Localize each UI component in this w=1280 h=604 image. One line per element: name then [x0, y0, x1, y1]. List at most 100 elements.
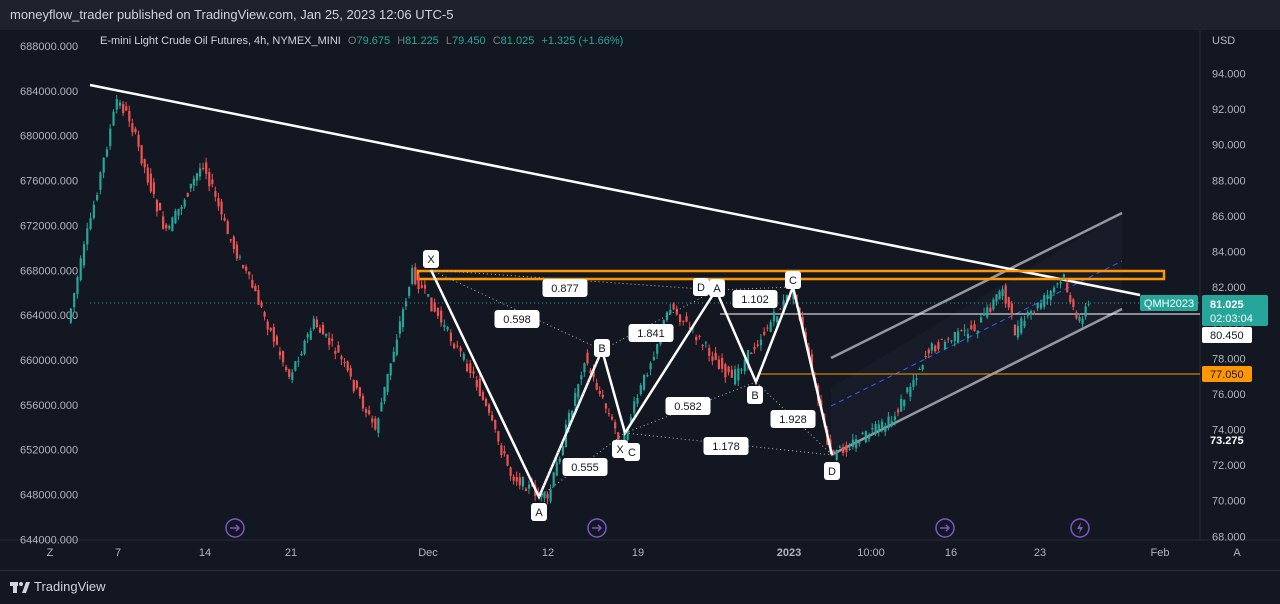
y-tick-label: 72.000 [1212, 460, 1246, 472]
candle-body [245, 266, 248, 271]
candle-body [921, 365, 924, 370]
candle-body [374, 418, 377, 430]
arrow-glyph [592, 524, 603, 532]
ratio-label-bg [494, 310, 540, 328]
candle-body [430, 297, 433, 312]
candle-body [880, 421, 884, 428]
candle-body [389, 363, 392, 376]
point-label-text: B [598, 343, 605, 355]
candle-body [401, 309, 405, 328]
x-tick-label: 19 [632, 547, 644, 559]
candle-body [685, 316, 688, 322]
candle-body [152, 182, 156, 194]
y-tick-label: 90.000 [1212, 140, 1246, 152]
candle-body [567, 413, 571, 429]
candle-body [877, 424, 880, 431]
candle-body [404, 301, 408, 307]
candle-body [105, 149, 109, 157]
y-tick-label: 94.000 [1212, 69, 1246, 81]
candle-body [165, 224, 168, 229]
candle-body [558, 458, 561, 462]
candle-body [288, 369, 291, 377]
candle-body [642, 374, 646, 390]
candle-body [838, 446, 842, 448]
candle-body [242, 265, 245, 268]
chart-area[interactable]: USD 94.000 92.000 90.000 88.000 86.000 84.000 8… [0, 30, 1280, 570]
candle-body [909, 386, 912, 397]
ratio-label-bg [665, 397, 711, 415]
candle-body [714, 352, 717, 361]
candle-body [779, 308, 782, 310]
candle-body [769, 321, 772, 332]
left-tick-label: 656000.000 [20, 400, 78, 412]
candle-body [957, 331, 960, 343]
candle-body [701, 344, 704, 346]
change-value: +1.325 (+1.66%) [541, 35, 624, 47]
candle-body [82, 244, 86, 266]
point-label-bg [693, 278, 709, 296]
candle-body [380, 402, 383, 412]
candle-body [294, 361, 297, 371]
candle-body [711, 356, 714, 361]
open-value: 79.675 [356, 35, 391, 47]
candle-body [229, 239, 232, 241]
candle-body [143, 159, 146, 168]
candle-body [989, 307, 992, 312]
last-price-text: 81.025 [1210, 299, 1244, 311]
candle-body [140, 145, 143, 164]
candle-body [734, 369, 737, 385]
candle-body [76, 277, 79, 295]
candle-body [678, 314, 682, 322]
candle-body [695, 336, 698, 341]
candle-body [291, 372, 294, 381]
candle-body [186, 193, 189, 197]
price-chart[interactable]: USD 94.000 92.000 90.000 88.000 86.000 84.000 8… [0, 30, 1280, 570]
candle-body [607, 413, 611, 415]
candle-body [1026, 312, 1029, 316]
candle-body [868, 435, 871, 439]
point-label-bg [747, 386, 763, 404]
candle-body [546, 493, 549, 499]
candle-body [629, 417, 633, 423]
candle-body [611, 416, 614, 420]
candle-body [976, 330, 979, 334]
x-tick-label: 7 [115, 547, 121, 559]
candle-body [285, 366, 288, 370]
candle-body [652, 356, 656, 361]
candle-body [1043, 295, 1046, 307]
candle-body [900, 398, 903, 412]
candle-body [436, 307, 440, 317]
candle-body [281, 351, 285, 363]
candle-body [115, 99, 118, 110]
channel-upper-line [830, 211, 1123, 360]
candle-body [896, 409, 900, 413]
candle-body [377, 418, 380, 433]
candle-body [86, 228, 89, 245]
candle-body [1049, 290, 1052, 300]
candle-body [198, 168, 202, 177]
candle-body [1039, 303, 1043, 309]
candle-body [195, 173, 199, 181]
candle-body [669, 309, 672, 315]
candle-body [433, 302, 436, 312]
candle-body [456, 345, 459, 347]
candle-body [1020, 318, 1023, 334]
candle-body [383, 386, 386, 402]
point-label-bg [785, 271, 801, 289]
candle-body [1056, 283, 1059, 285]
candle-body [79, 258, 82, 281]
orange-level-text: 77.050 [1210, 369, 1244, 381]
candle-body [998, 291, 1001, 300]
candle-body [772, 311, 776, 322]
ratio-label: 1.928 [770, 410, 816, 428]
candle-body [623, 428, 626, 448]
candle-body [462, 353, 465, 360]
candle-body [459, 347, 462, 352]
harmonic-point-label: X [423, 250, 439, 268]
candle-body [346, 361, 349, 371]
ratio-label-text: 0.598 [503, 314, 531, 326]
candle-body [549, 489, 552, 502]
y-tick-label: 86.000 [1212, 211, 1246, 223]
candle-body [614, 422, 617, 429]
candle-body [682, 320, 685, 322]
